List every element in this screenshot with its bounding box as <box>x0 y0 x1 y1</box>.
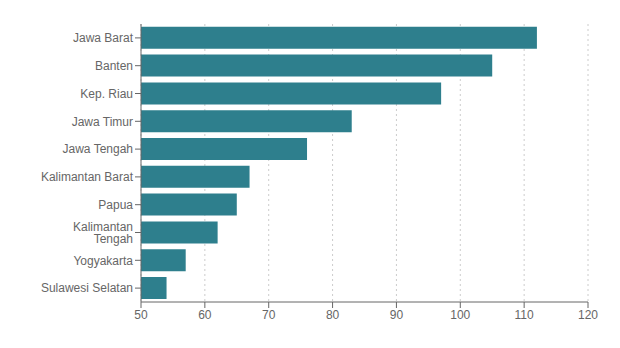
svg-text:KalimantanTengah: KalimantanTengah <box>73 220 133 246</box>
svg-text:Jawa Barat: Jawa Barat <box>73 31 134 45</box>
svg-text:Yogyakarta: Yogyakarta <box>73 254 133 268</box>
svg-text:120: 120 <box>578 308 598 322</box>
svg-text:Jawa Timur: Jawa Timur <box>72 115 133 129</box>
svg-text:Sulawesi Selatan: Sulawesi Selatan <box>41 281 133 295</box>
svg-text:Papua: Papua <box>98 198 133 212</box>
svg-text:90: 90 <box>390 308 404 322</box>
svg-text:110: 110 <box>515 308 534 322</box>
svg-text:60: 60 <box>198 308 212 322</box>
svg-text:Banten: Banten <box>95 59 133 73</box>
svg-text:Kalimantan Barat: Kalimantan Barat <box>41 170 134 184</box>
svg-text:70: 70 <box>262 308 276 322</box>
svg-text:Jawa Tengah: Jawa Tengah <box>63 142 134 156</box>
svg-text:80: 80 <box>326 308 340 322</box>
svg-text:100: 100 <box>450 308 470 322</box>
svg-text:Kep. Riau: Kep. Riau <box>80 87 133 101</box>
svg-text:50: 50 <box>134 308 148 322</box>
